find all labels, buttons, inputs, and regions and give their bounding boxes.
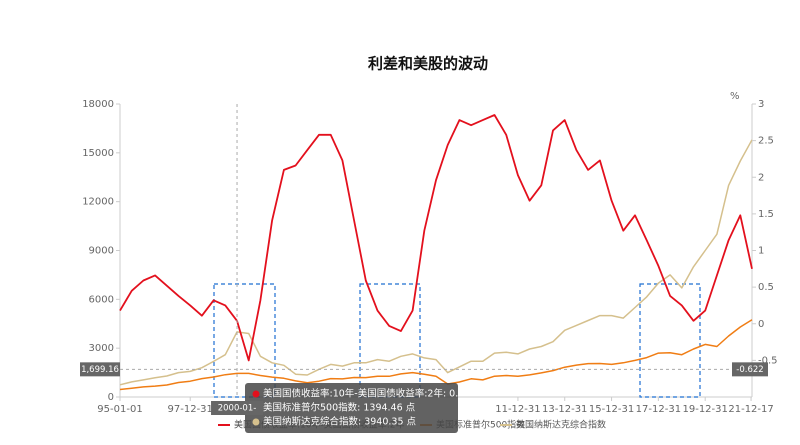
- legend-label: 美国纳斯达克综合指数: [516, 419, 606, 431]
- y2-tick-label: 0: [758, 319, 764, 330]
- y2-tick-label: 1.5: [758, 209, 774, 220]
- y2-tick-label: 2: [758, 172, 764, 183]
- y-tick-label: 3000: [89, 343, 114, 354]
- y-tick-label: 9000: [89, 246, 114, 257]
- x-tick-label: 15-12-31: [589, 404, 634, 415]
- y-tick-label: 0: [108, 392, 114, 403]
- highlight-box: [359, 283, 421, 398]
- y-tick-label: 18000: [82, 99, 114, 110]
- y-tick-label: 12000: [82, 197, 114, 208]
- crosshair-y-label: 1,699.16: [81, 365, 119, 375]
- y2-tick-label: 3: [758, 99, 764, 110]
- highlight-boxes: [213, 283, 701, 398]
- y2-tick-label: 2.5: [758, 136, 774, 147]
- tooltip-row: 美国标准普尔500指数: 1394.46 点: [263, 402, 416, 414]
- crosshair-x-badge: [211, 401, 264, 415]
- x-tick-label: 11-12-31: [495, 404, 540, 415]
- plot: [119, 104, 753, 397]
- y2-tick-label: 0.5: [758, 282, 774, 293]
- x-tick-label: 17-12-31: [636, 404, 681, 415]
- tooltip-row: 美国纳斯达克综合指数: 3940.35 点: [263, 416, 417, 428]
- y2-axis-label: %: [730, 91, 740, 102]
- x-tick-label: 13-12-31: [542, 404, 587, 415]
- crosshair-y2-label: -0.622: [736, 365, 763, 375]
- legend-label: 美国标准普尔500指数: [436, 419, 525, 431]
- tooltip-row: 美国国债收益率:10年-美国国债收益率:2年: 0.07 %: [263, 388, 482, 400]
- crosshair-x-label: 2000-01-: [218, 404, 257, 414]
- x-tick-label: 21-12-17: [728, 404, 773, 415]
- y-tick-label: 15000: [82, 148, 114, 159]
- chart-title: 利差和美股的波动: [368, 55, 488, 73]
- crosshair-y-badge: [80, 362, 120, 377]
- tooltip: 美国国债收益率:10年-美国国债收益率:2年: 0.07 % 美国标准普尔500指…: [245, 383, 482, 433]
- tooltip-dot: [252, 418, 260, 426]
- tooltip-dot: [252, 390, 260, 398]
- x-tick-label: 19-12-31: [682, 404, 727, 415]
- x-tick-label: 95-01-01: [97, 404, 142, 415]
- series-line: [119, 319, 753, 391]
- highlight-box: [213, 283, 276, 398]
- y2-tick-label: -0.5: [758, 355, 778, 366]
- series-line: [119, 114, 753, 362]
- highlight-box: [639, 283, 701, 398]
- tooltip-box: [245, 383, 458, 433]
- series-line: [119, 139, 753, 386]
- x-tick-label: 97-12-31: [168, 404, 213, 415]
- y-tick-label: 6000: [89, 294, 114, 305]
- crosshair-y2-badge: [732, 362, 768, 377]
- y2-tick-label: 1: [758, 246, 764, 257]
